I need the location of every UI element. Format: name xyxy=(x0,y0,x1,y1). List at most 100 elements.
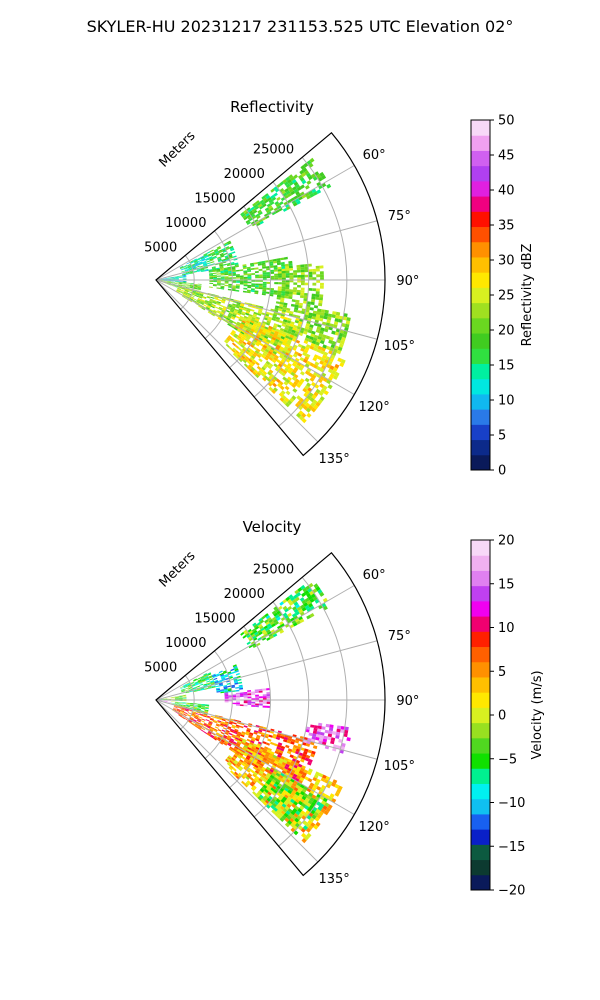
echo-cell xyxy=(299,777,305,782)
echo-cell xyxy=(186,273,190,275)
echo-cell xyxy=(232,756,237,760)
echo-cell xyxy=(215,267,220,270)
echo-cell xyxy=(209,257,213,260)
echo-cell xyxy=(274,307,279,311)
echo-cell xyxy=(183,265,188,268)
echo-cell xyxy=(270,751,275,755)
colorbar-tick-label: 40 xyxy=(498,184,515,199)
echo-cell xyxy=(304,363,310,368)
echo-cell xyxy=(170,703,175,705)
echo-cell xyxy=(287,737,292,742)
echo-cell xyxy=(295,750,300,755)
echo-cell xyxy=(307,595,313,601)
echo-cell xyxy=(207,673,212,676)
echo-cell xyxy=(188,289,193,292)
echo-cell xyxy=(297,323,302,328)
echo-cell xyxy=(257,731,262,735)
echo-cell xyxy=(257,261,262,264)
echo-cell xyxy=(172,709,177,712)
echo-cell xyxy=(224,691,229,693)
echo-cell xyxy=(334,318,339,323)
echo-cell xyxy=(256,348,261,353)
echo-cell xyxy=(321,347,326,352)
echo-cell xyxy=(221,721,225,724)
echo-cell xyxy=(320,777,326,782)
echo-cell xyxy=(205,719,210,722)
echo-cell xyxy=(320,357,326,362)
echo-cell xyxy=(282,307,287,310)
azimuth-tick-label: 75° xyxy=(388,629,411,644)
echo-cell xyxy=(260,333,265,338)
echo-cell xyxy=(230,325,235,329)
echo-cell xyxy=(231,690,236,692)
echo-cell xyxy=(264,627,270,632)
echo-cell xyxy=(181,708,185,711)
echo-cell xyxy=(237,747,242,752)
echo-cell xyxy=(194,715,199,718)
echo-cell xyxy=(255,326,260,331)
echo-cell xyxy=(209,735,214,739)
echo-cell xyxy=(235,304,240,308)
echo-cell xyxy=(178,702,183,704)
echo-cell xyxy=(205,704,210,706)
echo-cell xyxy=(297,343,303,348)
echo-cell xyxy=(301,765,306,770)
echo-cell xyxy=(191,263,195,266)
echo-cell xyxy=(269,290,274,293)
azimuth-spoke xyxy=(155,279,319,443)
echo-cell xyxy=(290,596,295,602)
echo-cell xyxy=(308,404,314,410)
echo-cell xyxy=(298,616,303,621)
echo-cell xyxy=(193,287,198,290)
echo-cell xyxy=(183,293,187,296)
echo-cell xyxy=(174,705,178,708)
echo-cell xyxy=(185,708,189,711)
echo-cell xyxy=(217,281,221,283)
echo-cell xyxy=(306,787,312,793)
echo-cell xyxy=(309,605,315,611)
echo-cell xyxy=(215,253,220,256)
echo-cell xyxy=(286,740,291,744)
echo-cell xyxy=(316,366,322,371)
echo-cell xyxy=(255,274,259,277)
echo-cell xyxy=(170,285,174,287)
echo-cell xyxy=(178,284,183,286)
echo-cell xyxy=(322,334,327,339)
echo-cell xyxy=(227,306,232,309)
echo-cell xyxy=(226,736,231,740)
azimuth-spoke xyxy=(155,165,355,281)
echo-cell xyxy=(287,808,293,813)
echo-cell xyxy=(296,412,302,418)
echo-cell xyxy=(271,317,276,321)
echo-cell xyxy=(194,682,199,685)
echo-cell xyxy=(228,253,233,257)
echo-cell xyxy=(244,323,249,327)
echo-cell xyxy=(288,296,293,300)
echo-cell xyxy=(212,269,217,271)
echo-cell xyxy=(322,354,327,359)
echo-cell xyxy=(178,702,183,703)
echo-cell xyxy=(167,281,172,283)
echo-cell xyxy=(178,704,183,706)
echo-cell xyxy=(218,679,222,683)
echo-cell xyxy=(250,262,254,266)
echo-cell xyxy=(207,731,212,735)
echo-cell xyxy=(300,295,304,299)
echo-cell xyxy=(197,717,202,721)
echo-cell xyxy=(224,697,229,699)
echo-cell xyxy=(177,706,182,709)
echo-cell xyxy=(267,757,272,761)
echo-cell xyxy=(208,301,213,304)
echo-cell xyxy=(318,737,324,742)
echo-cell xyxy=(207,303,212,306)
echo-cell xyxy=(262,272,267,275)
echo-cell xyxy=(188,268,193,270)
echo-cell xyxy=(216,688,221,691)
echo-cell xyxy=(167,278,172,280)
echo-cell xyxy=(297,754,303,759)
echo-cell xyxy=(197,298,202,301)
echo-cell xyxy=(282,768,288,773)
echo-cell xyxy=(277,383,282,388)
echo-cell xyxy=(281,792,286,797)
echo-cell xyxy=(192,687,197,689)
